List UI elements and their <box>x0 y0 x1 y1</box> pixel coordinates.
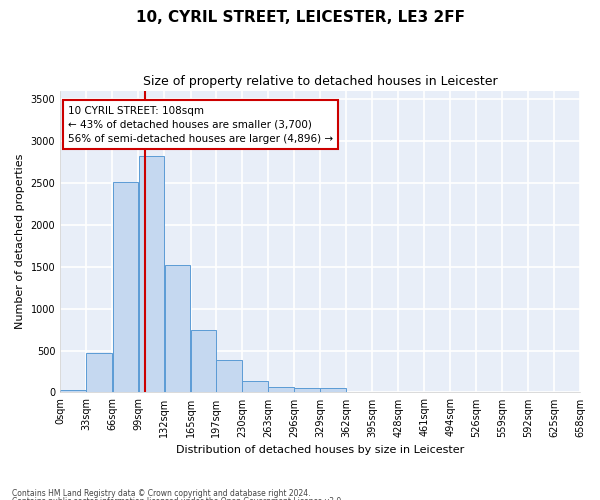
Y-axis label: Number of detached properties: Number of detached properties <box>15 154 25 329</box>
X-axis label: Distribution of detached houses by size in Leicester: Distribution of detached houses by size … <box>176 445 464 455</box>
Bar <box>165 265 190 392</box>
Bar <box>86 352 112 393</box>
Bar <box>294 388 320 392</box>
Bar <box>242 380 268 392</box>
Bar <box>113 182 138 392</box>
Bar <box>191 330 215 392</box>
Text: Contains public sector information licensed under the Open Government Licence v3: Contains public sector information licen… <box>12 497 344 500</box>
Bar <box>268 386 294 392</box>
Text: Contains HM Land Registry data © Crown copyright and database right 2024.: Contains HM Land Registry data © Crown c… <box>12 488 311 498</box>
Title: Size of property relative to detached houses in Leicester: Size of property relative to detached ho… <box>143 75 497 88</box>
Bar <box>320 388 346 392</box>
Text: 10, CYRIL STREET, LEICESTER, LE3 2FF: 10, CYRIL STREET, LEICESTER, LE3 2FF <box>136 10 464 25</box>
Bar <box>216 360 242 392</box>
Text: 10 CYRIL STREET: 108sqm
← 43% of detached houses are smaller (3,700)
56% of semi: 10 CYRIL STREET: 108sqm ← 43% of detache… <box>68 106 333 144</box>
Bar <box>61 390 86 392</box>
Bar <box>139 156 164 392</box>
